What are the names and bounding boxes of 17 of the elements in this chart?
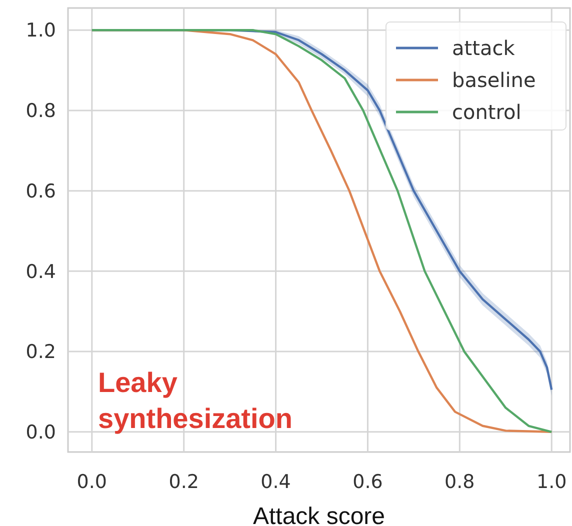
annotation: Leaky synthesization bbox=[98, 367, 292, 434]
x-axis-title: Attack score bbox=[252, 503, 386, 526]
x-tick-label: 0.6 bbox=[352, 471, 383, 493]
x-tick-label: 0.0 bbox=[76, 471, 108, 493]
y-tick-label: 0.2 bbox=[26, 341, 56, 364]
x-tick-label: 0.4 bbox=[260, 471, 291, 493]
x-tick-label: 0.2 bbox=[168, 471, 199, 493]
legend-label: control bbox=[452, 100, 522, 124]
x-tick-label: 1.0 bbox=[536, 471, 567, 493]
y-tick-label: 1.0 bbox=[26, 20, 56, 42]
y-tick-label: 0.6 bbox=[26, 180, 56, 202]
y-tick-label: 0.4 bbox=[26, 260, 56, 283]
x-tick-label: 0.8 bbox=[444, 471, 475, 493]
legend-label: attack bbox=[452, 36, 516, 60]
y-tick-label: 0.0 bbox=[26, 422, 56, 444]
legend-label: baseline bbox=[452, 68, 536, 92]
y-tick-label: 0.8 bbox=[26, 100, 56, 122]
